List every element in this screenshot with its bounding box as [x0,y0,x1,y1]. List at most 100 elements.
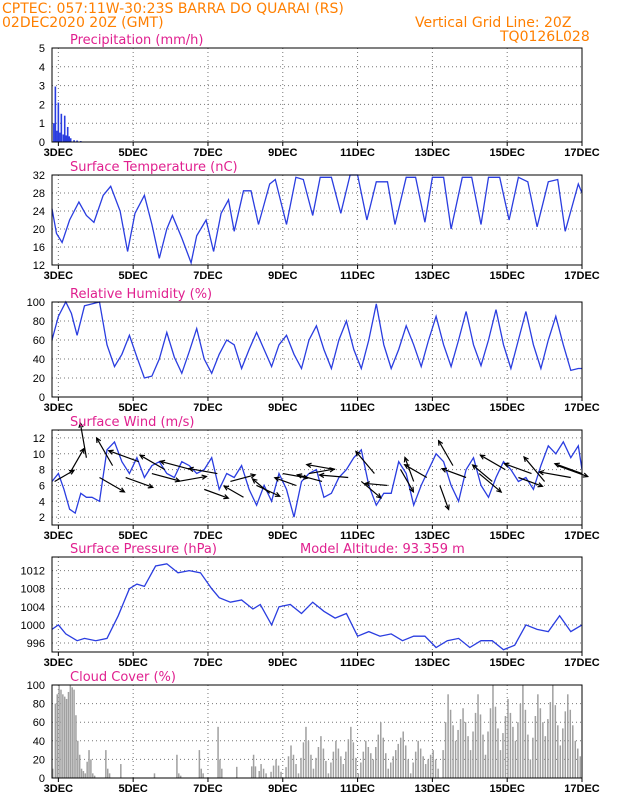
cloud-bar [567,694,569,778]
cloud-bar [221,768,223,778]
cloud-bar [52,768,54,778]
y-tick-label: 0 [39,137,45,149]
cloud-bar [449,709,452,778]
x-tick-label: 17DEC [564,402,600,414]
wind-vector [230,474,256,483]
y-tick-label: 1004 [21,602,45,614]
wind-arrowhead [223,494,230,500]
cloud-bar [272,765,275,778]
cloud-bar [409,773,412,778]
cloud-bar [342,764,345,778]
x-tick-label: 3DEC [44,270,73,282]
wind-vector [478,473,502,493]
cloud-bar [302,742,305,778]
cloud-bar [320,736,322,778]
cloud-bar [332,751,335,778]
cloud-bar [86,761,88,778]
wind-vector [274,477,297,486]
precip-bar [57,102,60,142]
wind-arrowhead [78,421,84,429]
wind-arrowhead [403,456,409,463]
x-tick-label: 3DEC [44,783,73,795]
cloud-bar [202,773,204,778]
cloud-bar [577,748,579,778]
cloud-bar [482,734,484,778]
precip-bar [63,115,66,142]
cloud-bar [472,731,474,778]
cloud-bar [77,740,79,778]
cloud-bar [489,708,492,778]
y-tick-label: 1012 [21,566,45,578]
x-tick-label: 15DEC [489,783,525,795]
header-vertical-grid: Vertical Grid Line: 20Z [415,15,571,31]
cloud-bar [357,773,360,778]
cloud-bar [90,759,92,778]
cloud-bar [280,771,282,778]
x-tick-label: 9DEC [268,783,297,795]
wind-vector [365,482,388,487]
y-tick-label: 8 [39,465,45,477]
cloud-bar [497,728,499,778]
cloud-bar [219,759,221,778]
cloud-bar [198,750,201,778]
cloud-bar [56,694,58,778]
y-tick-label: 80 [33,316,45,328]
x-tick-label: 17DEC [564,783,600,795]
x-tick-label: 13DEC [415,657,451,669]
cloud-bar [80,768,83,778]
y-tick-label: 0 [39,392,45,404]
cloud-bar [462,708,464,778]
cloud-bar [176,754,178,778]
precip-bar [66,126,69,142]
wind-arrowhead [403,464,410,470]
cloud-bar [327,773,330,778]
wind-vector [297,474,323,483]
precip-bar [56,130,58,142]
panel-frame [51,47,583,143]
cloud-bar [547,719,549,778]
cloud-bar [340,756,342,778]
wind-vector [439,485,450,510]
cloud-bar [275,759,277,778]
panel-surface_pressure: 996 1000 1004 1008 1012 3DEC 5DEC 7DEC 9DEC 11DEC… [21,542,600,669]
cloud-bar [75,715,77,778]
wind-vector [518,476,543,487]
wind-arrowhead [274,491,282,497]
cloud-bar [572,725,574,778]
y-tick-label: 100 [27,680,45,692]
wind-arrowhead [147,483,155,489]
cloud-bar [355,757,357,778]
header-station: CPTEC: 057:11W-30:23S BARRA DO QUARAI (R… [2,1,344,17]
cloud-bar [454,740,457,778]
panel-frame [51,684,583,779]
cloud-bar [265,773,267,778]
cloud-bar [502,733,504,778]
model-altitude: Model Altitude: 93.359 m [300,542,465,557]
cloud-bar [82,771,85,778]
cloud-bar [78,754,81,778]
wind-arrowhead [437,439,444,446]
panel-surface_wind: 2 4 6 8 10 12 3DEC 5DEC 7DEC 9DEC 11DEC 13DEC 15DEC 1… [33,415,600,542]
x-tick-label: 5DEC [118,147,147,159]
x-tick-label: 9DEC [268,657,297,669]
wind-arrowhead [250,473,257,479]
wind-vector [400,469,414,493]
cloud-bar [429,754,432,778]
cloud-bar [285,767,287,778]
x-tick-label: 7DEC [193,147,222,159]
cloud-bar [487,731,489,778]
cloud-bar [397,743,399,778]
panel-title: Precipitation (mm/h) [70,33,203,48]
y-tick-label: 1000 [21,620,45,632]
cloud-bar [58,685,60,778]
cloud-bar [337,748,340,778]
cloud-bar [385,753,387,778]
cloud-bar [63,696,66,778]
cloud-bar [260,764,262,778]
y-tick-label: 1 [39,118,45,130]
cloud-bar [404,745,407,778]
cloud-bar [362,751,365,778]
wind-arrowhead [355,450,361,457]
